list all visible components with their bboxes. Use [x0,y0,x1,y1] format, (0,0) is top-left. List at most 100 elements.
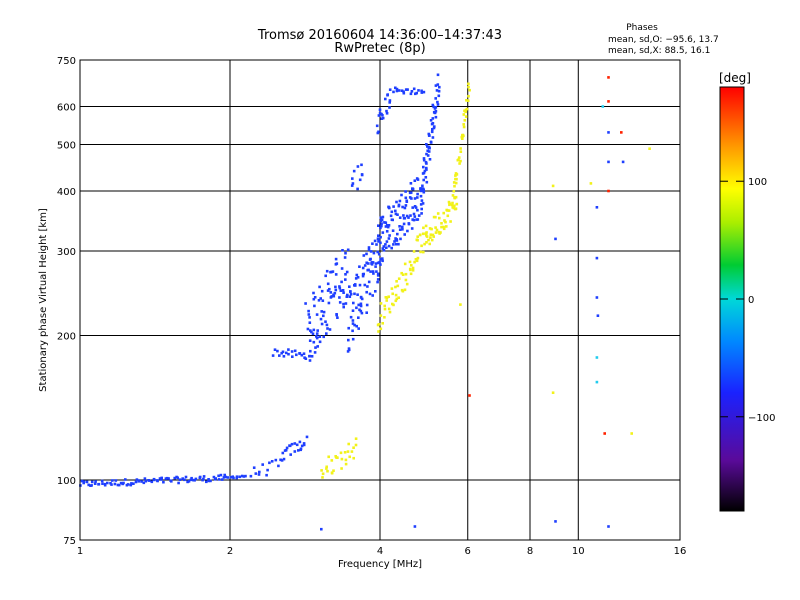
colorbar-tick-label: 100 [748,177,767,188]
data-point [389,214,393,218]
data-point [351,319,355,322]
data-point [404,272,408,276]
data-point [338,296,341,299]
data-point [412,87,416,91]
data-point [167,477,170,480]
data-point [455,202,459,206]
data-point [152,477,156,481]
data-point [241,474,244,478]
data-point [417,89,420,92]
data-point [455,173,459,176]
data-point [307,309,310,313]
data-point [254,472,258,475]
data-point [380,222,383,225]
data-point [416,238,419,242]
data-point [132,482,135,485]
data-point [298,440,302,444]
data-point [392,205,395,208]
data-point [420,207,423,211]
data-point [313,304,316,308]
data-point [397,277,401,280]
data-point [404,278,408,282]
data-point [300,444,304,448]
data-point [90,484,93,487]
data-point [431,117,435,120]
data-point [407,222,411,226]
data-point [352,456,355,460]
data-point [290,442,294,446]
data-point [419,250,422,254]
data-point [330,270,333,274]
data-point [313,296,317,299]
data-point [400,271,403,275]
data-point [394,212,398,216]
data-point [412,218,416,222]
data-point [111,479,114,482]
data-point [265,473,268,477]
data-point [603,432,606,435]
data-point [415,259,419,263]
data-point [320,527,323,531]
data-point [385,112,389,115]
data-point [298,352,302,355]
data-point [235,475,239,478]
data-point [344,462,348,466]
data-point [442,211,445,215]
data-point [103,482,107,486]
data-point [392,90,395,94]
data-point [321,299,325,302]
data-point [365,311,368,314]
data-point [173,476,176,480]
data-point [379,235,382,239]
data-point [214,477,217,480]
data-point [353,323,356,327]
data-point [129,483,133,487]
data-point [410,227,414,230]
data-point [395,297,399,301]
data-point [332,469,335,472]
data-point [461,137,464,140]
data-point [385,246,388,249]
data-point [339,289,343,292]
data-point [309,349,312,353]
data-point [313,351,317,354]
data-point [212,475,216,479]
colorbar-ticks: 100 0 −100 [720,177,775,424]
data-point [198,475,202,479]
data-point [411,269,415,272]
data-point [413,197,417,200]
data-point [449,220,452,223]
data-point [390,210,394,214]
data-point [601,105,605,108]
data-point [436,100,439,104]
data-point [430,238,434,242]
data-point [422,178,425,182]
data-point [377,323,381,326]
data-point [432,126,436,130]
data-point [410,90,414,93]
data-point [428,134,431,137]
data-point [137,480,141,483]
data-point [219,473,223,477]
data-point [326,469,329,473]
data-point [381,322,384,325]
data-point [344,458,348,462]
data-point [308,321,312,324]
data-point [367,246,371,249]
data-point [346,350,350,353]
data-point [433,111,437,115]
data-point [394,86,397,90]
data-point [396,284,400,288]
data-point [463,119,467,122]
data-point [371,261,375,264]
data-point [395,200,398,204]
data-point [402,90,405,93]
data-point [406,88,409,91]
data-point [395,89,399,93]
data-point [419,189,423,193]
data-point [270,460,274,463]
data-point [355,324,358,328]
data-point [304,357,308,360]
data-point [422,190,426,194]
data-point [387,237,391,240]
